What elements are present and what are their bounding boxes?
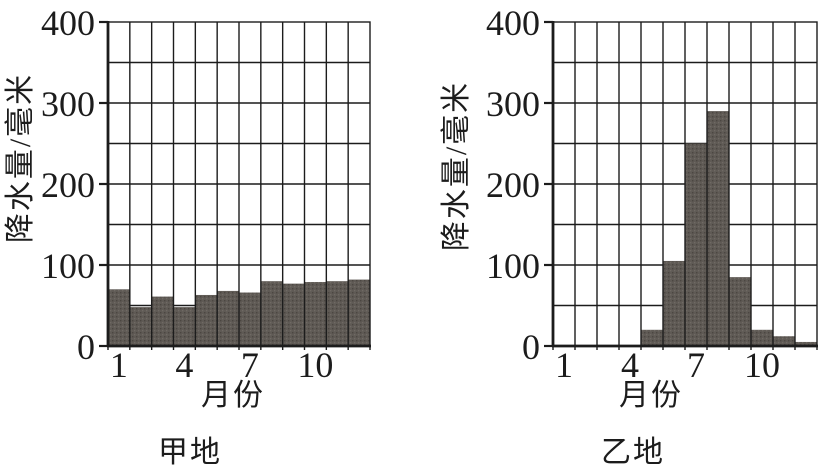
bar-yi-di-month-10 <box>751 329 773 346</box>
x-tick-label-10: 10 <box>297 345 333 385</box>
bar-jia-di-month-11 <box>326 281 349 346</box>
bar-jia-di-month-6 <box>217 290 239 346</box>
y-tick-label-200: 200 <box>486 165 540 205</box>
bar-jia-di-month-5 <box>195 294 218 346</box>
x-tick-label-1: 1 <box>555 345 573 385</box>
bar-jia-di-month-8 <box>260 281 283 346</box>
bar-jia-di-month-2 <box>129 307 152 346</box>
x-tick-label-4: 4 <box>175 345 193 385</box>
bar-yi-di-month-12 <box>795 341 817 346</box>
x-tick-label-7: 7 <box>241 345 259 385</box>
bar-yi-di-month-9 <box>729 277 751 346</box>
x-axis-title: 月份 <box>201 379 265 412</box>
y-axis-title: 降水量/毫米 <box>4 73 37 243</box>
chart-title-yi-di: 乙地 <box>601 436 665 469</box>
y-tick-label-0: 0 <box>522 327 540 367</box>
y-axis-title: 降水量/毫米 <box>440 81 473 251</box>
y-tick-label-300: 300 <box>486 84 540 124</box>
chart-title-jia-di: 甲地 <box>158 436 222 469</box>
y-tick-label-100: 100 <box>41 246 95 286</box>
x-tick-label-1: 1 <box>110 345 128 385</box>
y-tick-label-200: 200 <box>41 165 95 205</box>
vertical-gridlines <box>129 22 349 346</box>
y-tick-label-300: 300 <box>41 84 95 124</box>
y-tick-label-400: 400 <box>41 3 95 43</box>
y-tick-label-100: 100 <box>486 246 540 286</box>
x-tick-label-4: 4 <box>621 345 639 385</box>
x-tick-stubs <box>107 346 371 350</box>
x-tick-label-10: 10 <box>744 345 780 385</box>
bar-yi-di-month-7 <box>685 143 707 346</box>
bar-jia-di-month-10 <box>304 282 327 346</box>
bar-jia-di-month-7 <box>239 292 261 346</box>
y-tick-label-0: 0 <box>77 327 95 367</box>
bar-yi-di-month-6 <box>663 260 685 346</box>
x-axis-title: 月份 <box>619 379 683 412</box>
vertical-gridlines <box>574 22 796 346</box>
x-tick-label-7: 7 <box>687 345 705 385</box>
bar-yi-di-month-8 <box>707 111 729 346</box>
bars-yi-di <box>641 111 817 346</box>
x-tick-stubs <box>552 346 818 350</box>
bar-jia-di-month-4 <box>173 307 196 346</box>
bar-yi-di-month-11 <box>773 336 795 346</box>
bar-jia-di-month-9 <box>282 283 305 346</box>
y-tick-label-400: 400 <box>486 3 540 43</box>
bar-jia-di-month-1 <box>108 289 130 346</box>
bar-yi-di-month-5 <box>641 329 663 346</box>
bars-jia-di <box>108 279 370 346</box>
bar-jia-di-month-12 <box>348 279 370 346</box>
bar-jia-di-month-3 <box>151 296 174 346</box>
